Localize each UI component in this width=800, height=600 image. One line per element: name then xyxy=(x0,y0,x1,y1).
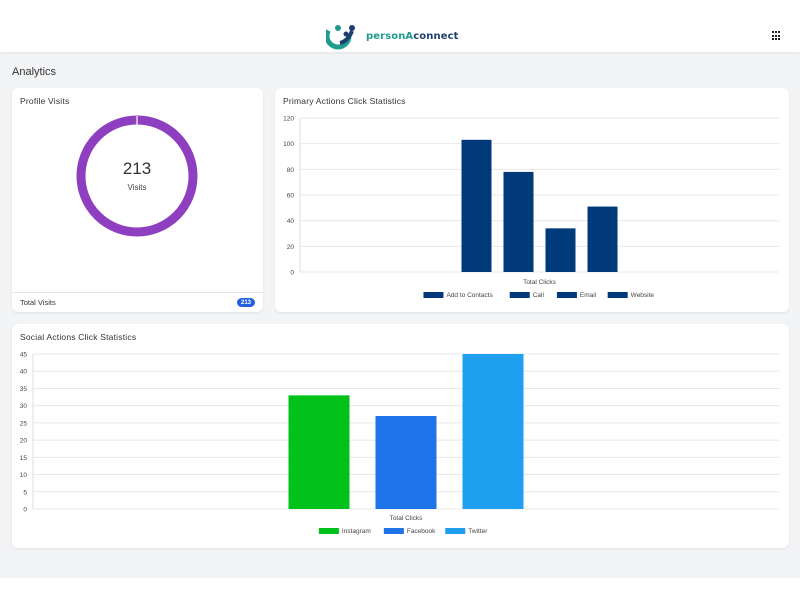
bottom-strip xyxy=(0,578,800,600)
visits-donut-chart: 213 Visits xyxy=(75,114,199,238)
primary-actions-chart: 0 20 40 60 80 100 120 Total Clicks Add to Contac… xyxy=(283,116,779,299)
legend-label-call[interactable]: Call xyxy=(533,292,545,299)
y-tick-label: 5 xyxy=(23,489,27,496)
profile-visits-title: Profile Visits xyxy=(20,96,70,106)
primary-actions-card: Primary Actions Click Statistics 0 20 40 60… xyxy=(275,88,789,312)
y-tick-label: 20 xyxy=(20,438,28,445)
y-tick-label: 45 xyxy=(20,352,28,359)
legend-swatch-website[interactable] xyxy=(607,292,628,298)
y-tick-label: 20 xyxy=(287,244,295,251)
y-tick-label: 15 xyxy=(20,455,28,462)
visits-value: 213 xyxy=(122,159,152,178)
legend-swatch-instagram[interactable] xyxy=(318,528,339,534)
brand-name-part2: connect xyxy=(413,30,459,42)
brand-name-part1: personA xyxy=(366,30,414,42)
legend-swatch-twitter[interactable] xyxy=(445,528,466,534)
y-tick-label: 120 xyxy=(283,116,294,123)
legend-swatch-call[interactable] xyxy=(509,292,530,298)
profile-visits-card: Profile Visits 213 Visits Total Visits 2… xyxy=(12,88,263,312)
top-bar: personAconnect xyxy=(0,0,800,52)
y-tick-label: 40 xyxy=(287,218,295,225)
legend-swatch-email[interactable] xyxy=(556,292,577,298)
page-title: Analytics xyxy=(12,66,57,78)
bar-instagram[interactable] xyxy=(288,395,350,509)
brand-name: personAconnect xyxy=(366,31,459,42)
social-actions-card: Social Actions Click Statistics 0 5 10 15 20… xyxy=(12,324,789,548)
legend-label-email[interactable]: Email xyxy=(580,292,597,299)
apps-grid-icon[interactable] xyxy=(772,31,782,41)
legend-label-twitter[interactable]: Twitter xyxy=(468,528,488,535)
profile-footer: Total Visits 213 xyxy=(12,292,263,312)
y-tick-label: 100 xyxy=(283,141,294,148)
primary-actions-title: Primary Actions Click Statistics xyxy=(283,96,406,106)
y-tick-label: 10 xyxy=(20,472,28,479)
total-visits-label: Total Visits xyxy=(20,298,56,307)
social-actions-title: Social Actions Click Statistics xyxy=(20,332,137,342)
donut-center: 213 Visits xyxy=(75,114,199,238)
y-tick-label: 0 xyxy=(23,507,27,514)
x-axis-label: Total Clicks xyxy=(523,279,557,286)
x-axis-label: Total Clicks xyxy=(390,515,424,522)
social-actions-chart: 0 5 10 15 20 25 30 35 40 45 Total Clicks Instagram F… xyxy=(20,352,779,535)
y-tick-label: 35 xyxy=(20,386,28,393)
logo-mark-icon xyxy=(326,21,360,51)
bar-website[interactable] xyxy=(587,206,618,272)
legend-label-add-to-contacts[interactable]: Add to Contacts xyxy=(446,292,493,299)
bar-twitter[interactable] xyxy=(462,354,524,509)
total-visits-badge: 213 xyxy=(236,298,255,307)
bar-add-to-contacts[interactable] xyxy=(461,139,492,272)
brand-logo[interactable]: personAconnect xyxy=(326,21,459,51)
legend-label-facebook[interactable]: Facebook xyxy=(407,528,436,535)
y-tick-label: 30 xyxy=(20,403,28,410)
legend-label-website[interactable]: Website xyxy=(631,292,655,299)
legend-swatch-facebook[interactable] xyxy=(383,528,404,534)
visits-label: Visits xyxy=(127,183,147,192)
y-tick-label: 80 xyxy=(287,167,295,174)
y-tick-label: 0 xyxy=(290,270,294,277)
bar-facebook[interactable] xyxy=(375,416,437,509)
bar-call[interactable] xyxy=(503,171,534,272)
y-tick-label: 40 xyxy=(20,369,28,376)
legend-swatch-add-to-contacts[interactable] xyxy=(423,292,444,298)
bar-email[interactable] xyxy=(545,228,576,272)
y-tick-label: 25 xyxy=(20,420,28,427)
y-tick-label: 60 xyxy=(287,193,295,200)
legend-label-instagram[interactable]: Instagram xyxy=(342,528,371,535)
